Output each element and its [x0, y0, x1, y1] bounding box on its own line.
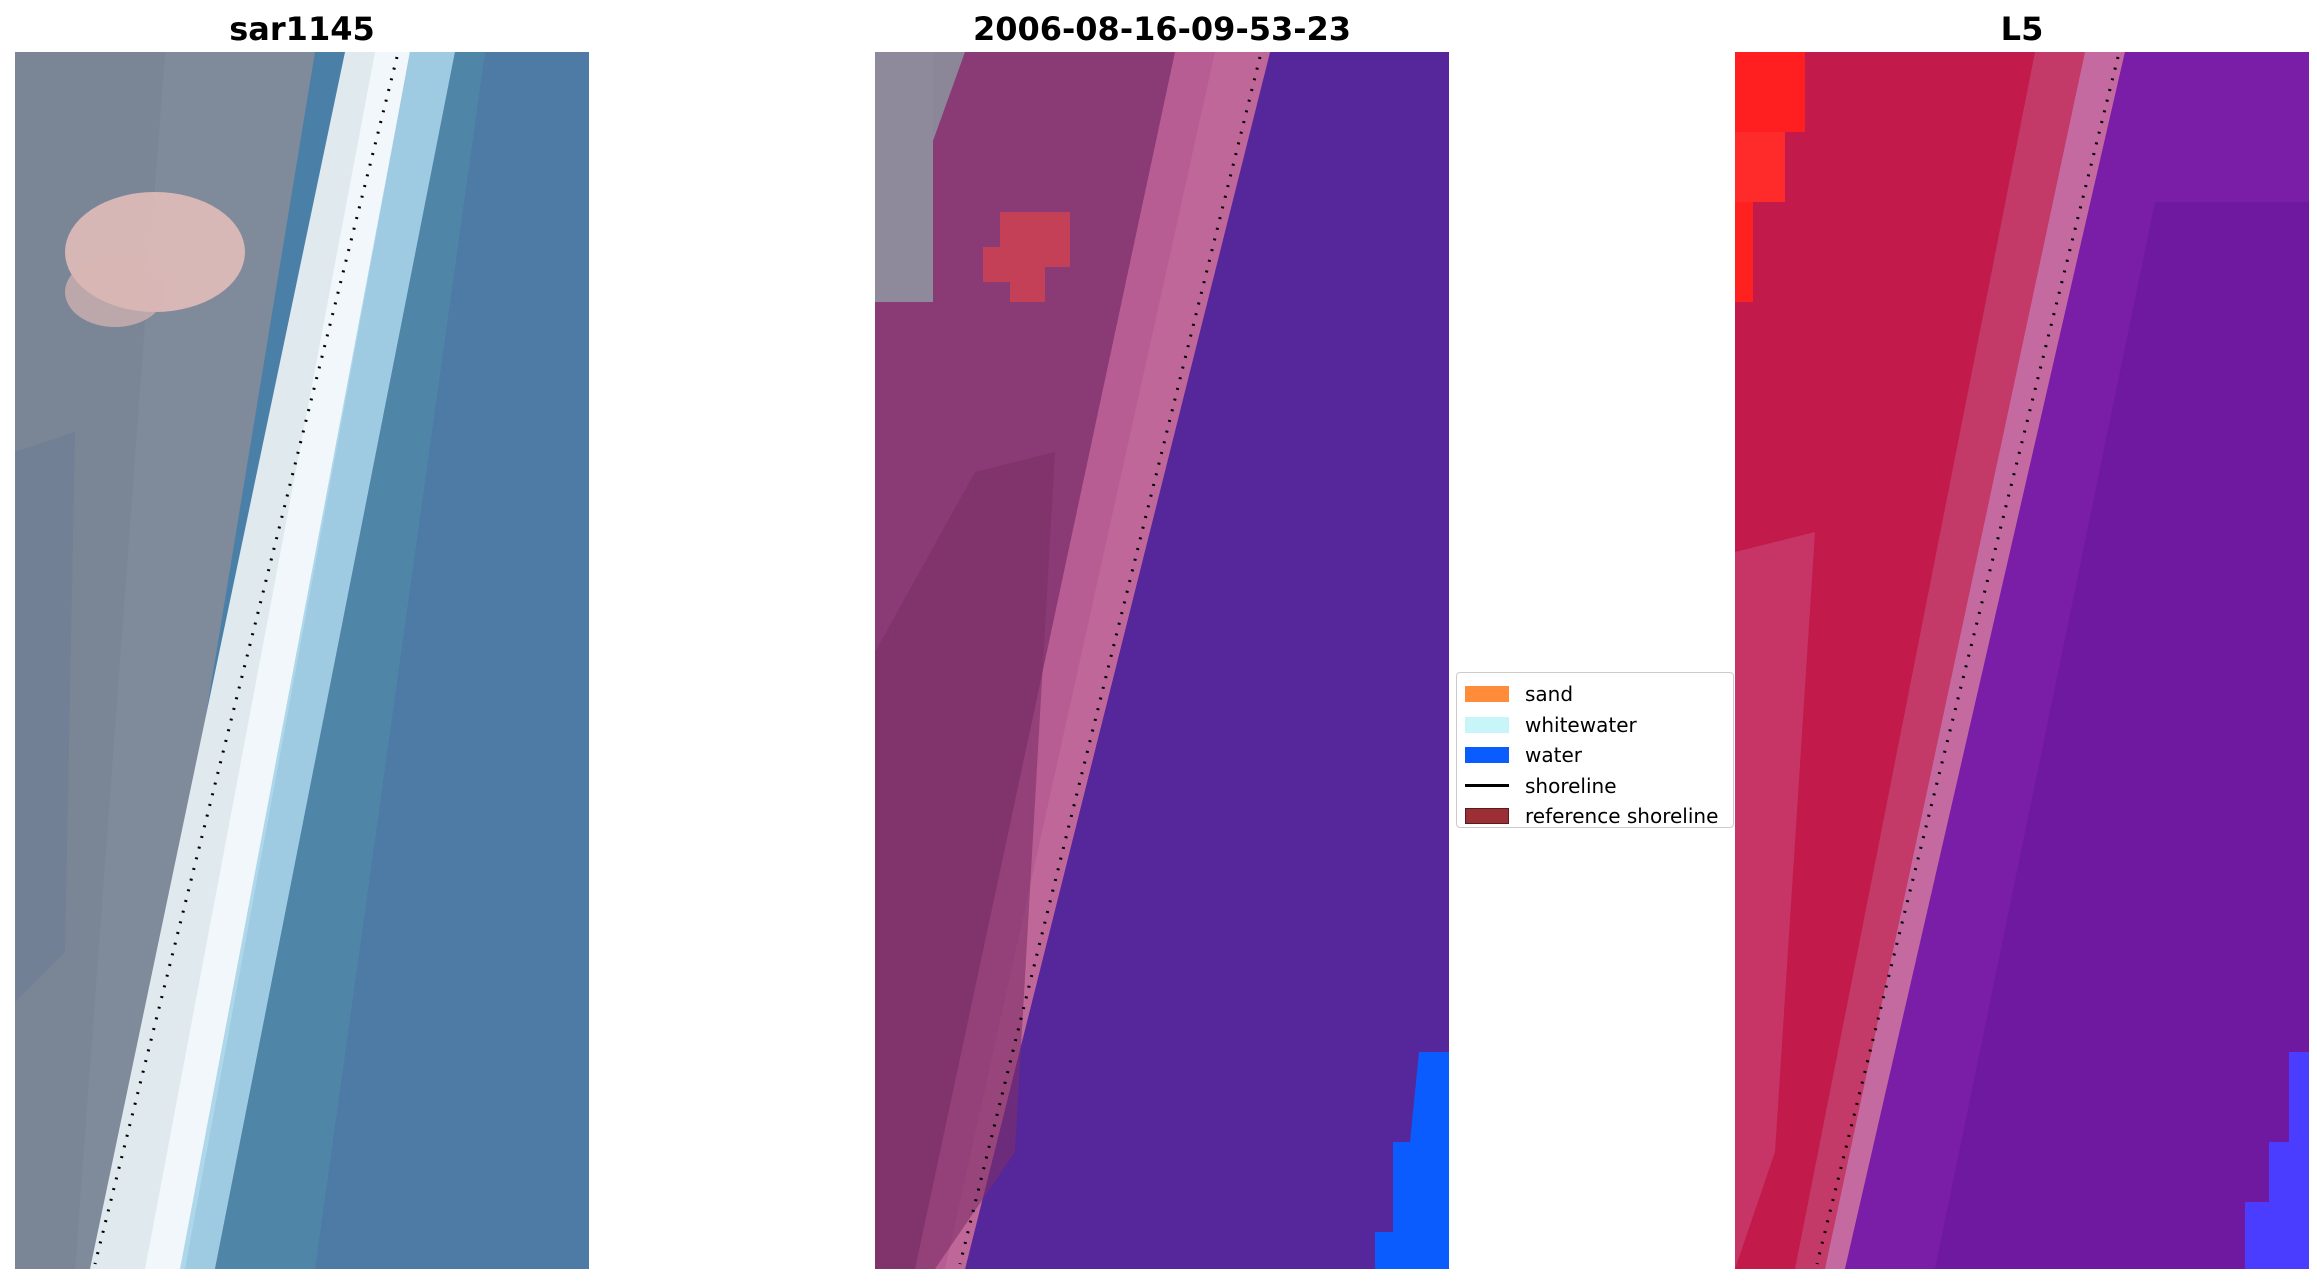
legend-swatch-water — [1465, 747, 1509, 764]
legend-label-shoreline: shoreline — [1525, 773, 1617, 798]
legend-item-water: water — [1465, 740, 1725, 771]
legend-item-reference-shoreline: reference shoreline — [1465, 801, 1725, 832]
legend-label-reference-shoreline: reference shoreline — [1525, 804, 1719, 829]
legend-item-shoreline: shoreline — [1465, 771, 1725, 802]
panel-title-l5: L5 — [2000, 10, 2044, 48]
legend-label-water: water — [1525, 743, 1582, 768]
panel-title-classified: 2006-08-16-09-53-23 — [972, 10, 1352, 48]
legend-label-sand: sand — [1525, 682, 1574, 707]
legend-item-whitewater: whitewater — [1465, 710, 1725, 741]
legend-swatch-whitewater — [1465, 716, 1509, 733]
legend-swatch-reference-shoreline — [1465, 808, 1509, 825]
legend-label-whitewater: whitewater — [1525, 712, 1637, 737]
legend-swatch-sand — [1465, 686, 1509, 703]
panel-title-rgb: sar1145 — [229, 10, 375, 48]
legend-swatch-shoreline — [1465, 784, 1509, 788]
legend: sand whitewater water shoreline referenc… — [1456, 672, 1734, 828]
classified-image — [875, 52, 1449, 1269]
legend-item-sand: sand — [1465, 679, 1725, 710]
l5-composite-image — [1735, 52, 2309, 1269]
satellite-rgb-image — [15, 52, 589, 1269]
